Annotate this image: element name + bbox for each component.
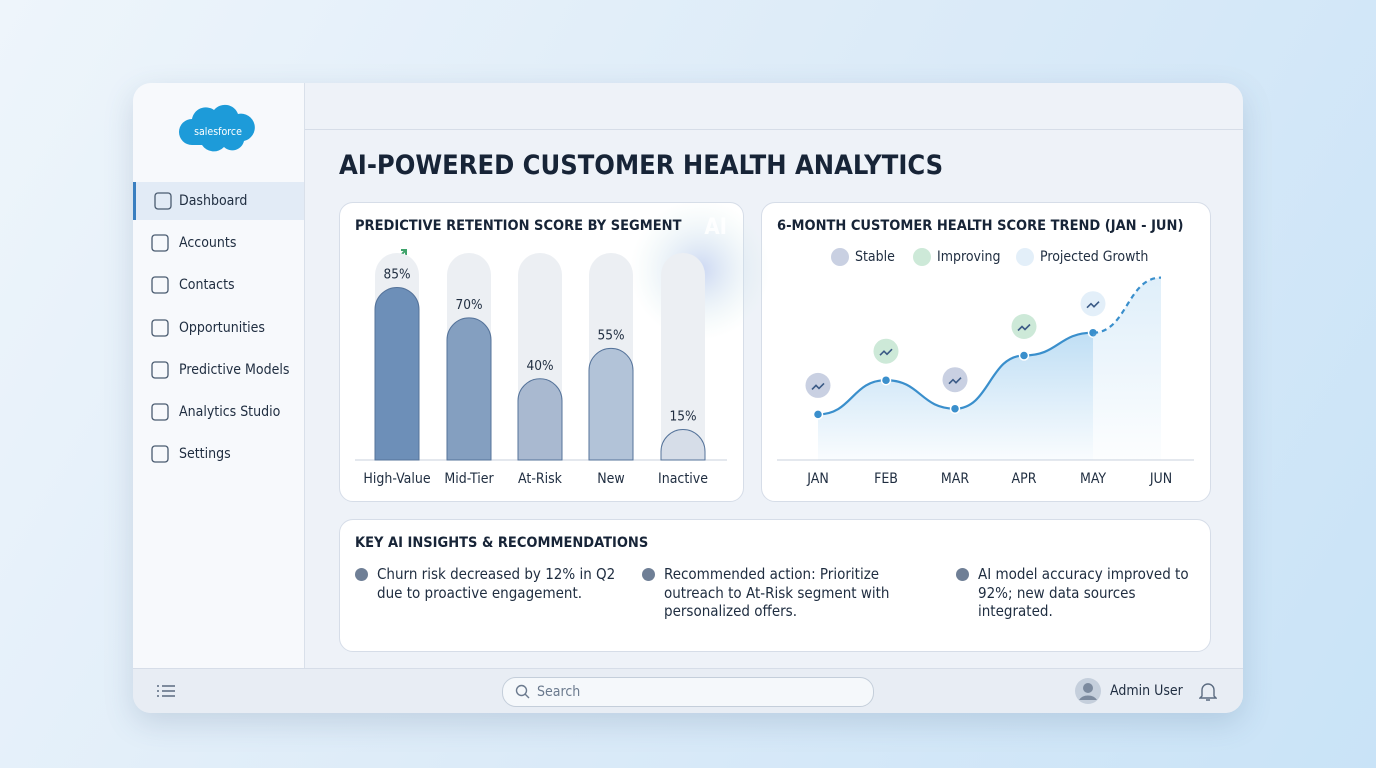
x-tick-label: MAY bbox=[1080, 471, 1106, 487]
nav-item[interactable]: Opportunities bbox=[133, 309, 304, 347]
bar bbox=[374, 286, 420, 461]
value-label: 70% bbox=[456, 297, 483, 313]
x-tick-label: Inactive bbox=[658, 471, 708, 487]
trend-title: 6-MONTH CUSTOMER HEALTH SCORE TREND (JAN… bbox=[777, 218, 1183, 234]
avatar[interactable] bbox=[1074, 677, 1102, 705]
status-icon bbox=[942, 367, 968, 393]
area bbox=[1093, 277, 1161, 460]
area bbox=[818, 332, 1093, 460]
bell-icon[interactable] bbox=[1199, 682, 1217, 702]
x-tick-label: APR bbox=[1012, 471, 1037, 487]
bar bbox=[660, 429, 706, 461]
page-title: AI-POWERED CUSTOMER HEALTH ANALYTICS bbox=[339, 150, 944, 181]
x-tick-label: FEB bbox=[874, 471, 898, 487]
status-icon bbox=[1080, 291, 1106, 317]
point bbox=[949, 403, 961, 414]
status-icon bbox=[805, 372, 831, 398]
status-arrow bbox=[1017, 323, 1031, 332]
x-tick-label: JAN bbox=[806, 471, 829, 487]
search-placeholder: Search bbox=[537, 684, 581, 700]
point bbox=[1018, 350, 1030, 361]
insights-title: KEY AI INSIGHTS & RECOMMENDATIONS bbox=[355, 535, 649, 551]
insight-icon bbox=[642, 568, 655, 581]
status-arrow bbox=[1086, 301, 1100, 309]
projected-line bbox=[1092, 276, 1162, 334]
legend-icon bbox=[913, 248, 931, 266]
status-icon bbox=[1011, 314, 1037, 339]
retention-title: PREDICTIVE RETENTION SCORE BY SEGMENT bbox=[355, 218, 682, 234]
search-icon bbox=[515, 684, 530, 699]
value-label: 15% bbox=[670, 409, 697, 425]
bar bbox=[517, 378, 563, 461]
insight-text: Churn risk decreased by 12% in Q2 due to… bbox=[377, 565, 616, 602]
insight-icon bbox=[355, 568, 368, 581]
nav-item[interactable]: Settings bbox=[133, 435, 304, 473]
status-arrow bbox=[948, 377, 962, 385]
search-box[interactable]: Search bbox=[502, 677, 874, 707]
status-arrow bbox=[811, 382, 825, 390]
insights-card: KEY AI INSIGHTS & RECOMMENDATIONS bbox=[339, 519, 1211, 652]
nav-icon bbox=[151, 361, 169, 379]
value-label: 55% bbox=[598, 327, 625, 343]
nav-icon bbox=[154, 192, 172, 210]
sidebar: salesforce Dashboard Accounts Contacts Oppo… bbox=[133, 83, 305, 668]
legend-label: Stable bbox=[855, 249, 895, 265]
point bbox=[812, 409, 824, 420]
x-tick-label: MAR bbox=[941, 471, 969, 487]
x-tick-label: High-Value bbox=[363, 471, 430, 487]
nav-icon bbox=[151, 445, 169, 463]
nav-item[interactable]: Dashboard bbox=[133, 182, 304, 220]
value-label: 85% bbox=[384, 266, 411, 282]
insight-text: Recommended action: Prioritize outreach … bbox=[664, 565, 890, 620]
point bbox=[880, 374, 892, 386]
legend-icon bbox=[1016, 248, 1034, 266]
nav-item[interactable]: Predictive Models bbox=[133, 351, 304, 389]
nav-icon bbox=[151, 276, 169, 295]
ai-badge: AI bbox=[704, 215, 727, 240]
legend-label: Improving bbox=[937, 249, 1001, 265]
insight-text: AI model accuracy improved to 92%; new d… bbox=[978, 565, 1189, 620]
x-tick-label: Mid-Tier bbox=[444, 471, 494, 487]
user-name: Admin User bbox=[1110, 683, 1183, 699]
nav-icon bbox=[151, 403, 169, 421]
nav-item[interactable]: Accounts bbox=[133, 224, 304, 262]
legend-label: Projected Growth bbox=[1040, 249, 1148, 265]
status-icon bbox=[873, 338, 899, 364]
logo-text: salesforce bbox=[194, 126, 242, 138]
bar bbox=[588, 347, 634, 461]
x-tick-label: JUN bbox=[1149, 471, 1172, 487]
bar bbox=[446, 317, 492, 461]
logo: salesforce bbox=[179, 104, 255, 152]
legend-icon bbox=[831, 248, 849, 266]
nav-item[interactable]: Analytics Studio bbox=[133, 393, 304, 431]
bar-track bbox=[661, 253, 705, 460]
value-label: 40% bbox=[527, 358, 554, 374]
nav-icon bbox=[151, 318, 169, 337]
x-tick-label: New bbox=[597, 471, 624, 487]
nav-item[interactable]: Contacts bbox=[133, 266, 304, 304]
status-arrow bbox=[879, 348, 893, 356]
header-divider bbox=[305, 129, 1243, 130]
insight-icon bbox=[956, 568, 969, 581]
x-tick-label: At-Risk bbox=[518, 471, 563, 487]
menu-icon[interactable] bbox=[157, 684, 177, 698]
nav-icon bbox=[151, 234, 169, 252]
